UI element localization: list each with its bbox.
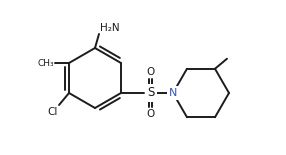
Text: O: O: [147, 67, 155, 77]
Text: O: O: [147, 109, 155, 119]
Text: CH₃: CH₃: [37, 58, 54, 67]
Text: S: S: [147, 86, 155, 100]
Text: H₂N: H₂N: [100, 23, 120, 33]
Text: Cl: Cl: [48, 107, 58, 117]
Text: N: N: [169, 88, 177, 98]
Text: N: N: [169, 88, 177, 98]
